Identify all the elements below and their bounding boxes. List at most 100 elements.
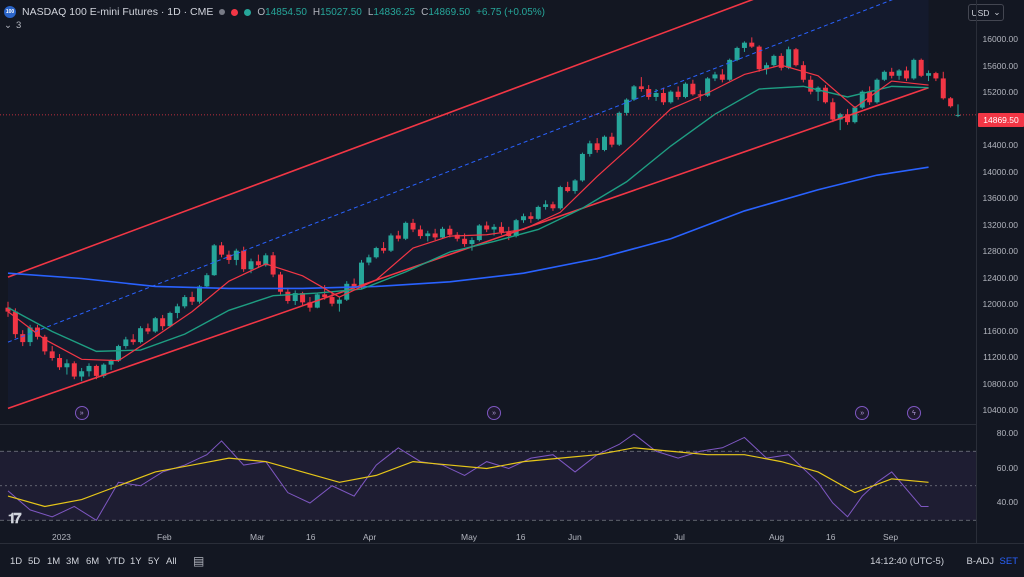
time-tick-label: Aug bbox=[769, 532, 785, 542]
timeframe-all[interactable]: All bbox=[166, 556, 177, 567]
tradingview-logo-icon[interactable]: 𝟏𝟕 bbox=[8, 510, 22, 526]
channel-fill bbox=[8, 0, 929, 409]
candle bbox=[638, 86, 644, 90]
symbol-title[interactable]: NASDAQ 100 E-mini Futures · 1D · CME bbox=[22, 6, 214, 18]
settlement-button[interactable]: SET bbox=[999, 556, 1018, 567]
timeframe-1y[interactable]: 1Y bbox=[130, 556, 142, 567]
time-tick-label: Feb bbox=[157, 532, 172, 542]
candle bbox=[167, 312, 173, 327]
market-status-icon bbox=[219, 9, 226, 15]
candle bbox=[756, 46, 762, 70]
event-marker-icon[interactable]: ϟ bbox=[906, 406, 921, 420]
candle bbox=[174, 306, 180, 313]
candle bbox=[565, 187, 571, 192]
candle bbox=[79, 371, 85, 377]
candle bbox=[690, 83, 696, 95]
price-tick-label: 14400.00 bbox=[982, 140, 1018, 150]
candle bbox=[498, 226, 504, 233]
timeframe-5d[interactable]: 5D bbox=[28, 556, 41, 567]
candle bbox=[845, 114, 851, 123]
candle bbox=[145, 328, 151, 332]
timeframe-ytd[interactable]: YTD bbox=[106, 556, 125, 567]
candle bbox=[911, 59, 917, 79]
candle bbox=[366, 257, 372, 263]
candle bbox=[160, 318, 166, 327]
channel-upper-line bbox=[7, 0, 754, 278]
candle bbox=[697, 94, 703, 96]
ohlc-change: +6.75 (+0.05%) bbox=[476, 6, 546, 18]
candle bbox=[476, 225, 482, 241]
chevron-down-icon: ⌄ bbox=[993, 7, 1001, 17]
candle bbox=[660, 93, 666, 103]
event-marker-icon[interactable]: » bbox=[855, 406, 870, 420]
candle bbox=[27, 327, 33, 343]
time-tick-label: 2023 bbox=[52, 532, 71, 542]
candle bbox=[439, 228, 445, 238]
date-range-icon[interactable]: ▤ bbox=[193, 554, 205, 568]
back-adjust-button[interactable]: B-ADJ bbox=[966, 556, 994, 567]
time-tick-label: May bbox=[461, 532, 478, 542]
candle bbox=[101, 364, 107, 376]
candle bbox=[859, 91, 865, 108]
candle bbox=[484, 225, 490, 230]
rsi-band-fill bbox=[0, 451, 976, 521]
candle bbox=[233, 250, 239, 260]
timeframe-1d[interactable]: 1D bbox=[10, 556, 23, 567]
candle bbox=[903, 70, 909, 79]
candle bbox=[594, 143, 600, 150]
currency-selector[interactable]: USD ⌄ bbox=[968, 4, 1004, 21]
event-marker-icon[interactable]: » bbox=[74, 406, 89, 420]
candle bbox=[93, 365, 99, 376]
candle bbox=[71, 363, 77, 377]
timeframe-6m[interactable]: 6M bbox=[86, 556, 100, 567]
candle bbox=[358, 262, 364, 288]
candle bbox=[889, 71, 895, 76]
candle bbox=[388, 235, 394, 251]
price-tick-label: 12400.00 bbox=[982, 272, 1018, 283]
candle bbox=[432, 233, 438, 238]
price-tick-label: 13600.00 bbox=[982, 193, 1018, 203]
candle bbox=[741, 42, 747, 48]
channel-middle-line bbox=[7, 0, 893, 343]
clock[interactable]: 14:12:40 (UTC-5) bbox=[870, 556, 944, 567]
candle bbox=[255, 261, 261, 266]
candle bbox=[395, 235, 401, 239]
candle bbox=[705, 78, 711, 96]
event-marker-icon[interactable]: » bbox=[487, 406, 502, 420]
timeframe-1m[interactable]: 1M bbox=[47, 556, 61, 567]
ohlc-open: O14854.50 bbox=[257, 6, 307, 18]
indicators-toggle[interactable]: ⌄ 3 bbox=[4, 20, 21, 31]
candle bbox=[12, 311, 18, 335]
candle bbox=[307, 302, 313, 308]
chart-legend: 100 NASDAQ 100 E-mini Futures · 1D · CME… bbox=[4, 4, 545, 20]
candle bbox=[808, 79, 814, 92]
candle bbox=[285, 291, 291, 302]
candle bbox=[49, 351, 55, 358]
candle bbox=[182, 297, 188, 307]
candle bbox=[572, 180, 578, 192]
sell-dot-icon[interactable] bbox=[231, 8, 239, 16]
candle bbox=[329, 297, 335, 304]
last-price-label: 14869.50 bbox=[978, 113, 1024, 127]
timeframe-5y[interactable]: 5Y bbox=[148, 556, 160, 567]
price-tick-label: 15200.00 bbox=[982, 87, 1018, 97]
timeframe-3m[interactable]: 3M bbox=[66, 556, 80, 567]
price-tick-label: 12000.00 bbox=[982, 299, 1018, 309]
candle bbox=[528, 216, 534, 219]
candle bbox=[940, 78, 946, 99]
candle bbox=[653, 93, 659, 97]
pane-divider[interactable] bbox=[0, 424, 976, 425]
candle bbox=[454, 234, 460, 239]
candle bbox=[543, 204, 549, 207]
indicators-count: 3 bbox=[15, 20, 22, 31]
candle bbox=[764, 65, 770, 70]
rsi-tick-label: 60.00 bbox=[996, 462, 1018, 473]
candle bbox=[292, 293, 298, 302]
candle bbox=[609, 136, 615, 145]
candle bbox=[918, 59, 924, 76]
candle bbox=[64, 363, 70, 368]
candle bbox=[241, 250, 247, 270]
symbol-logo-icon[interactable]: 100 bbox=[4, 6, 16, 18]
buy-dot-icon[interactable] bbox=[244, 8, 252, 16]
